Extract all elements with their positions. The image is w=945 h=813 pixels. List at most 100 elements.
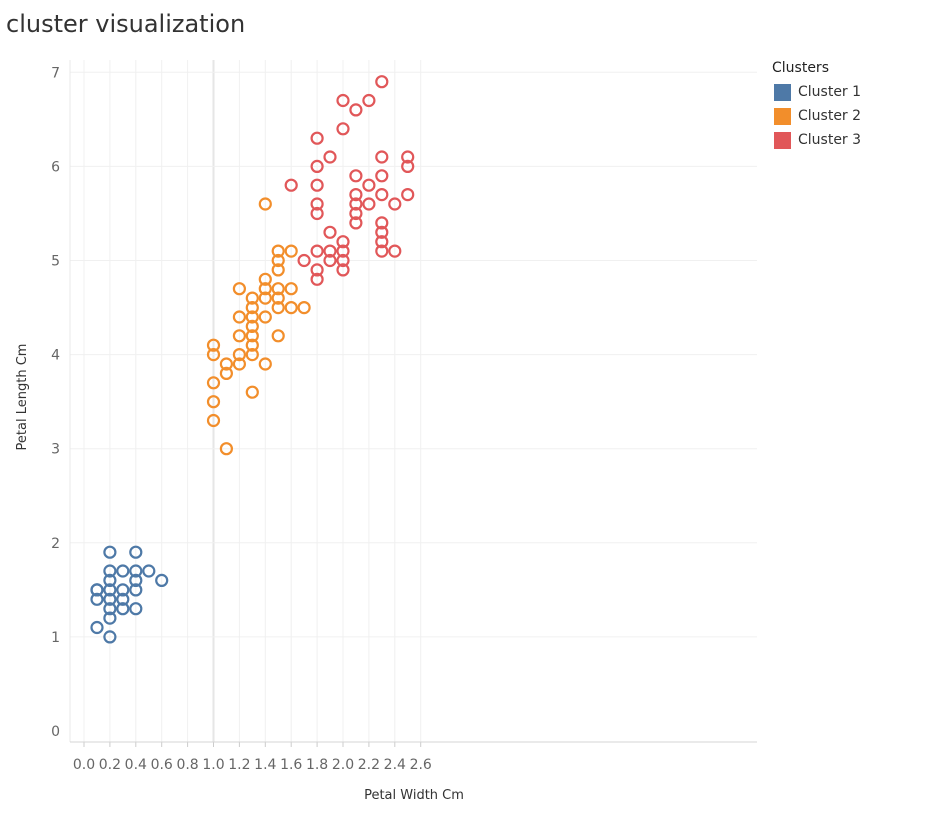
data-point[interactable] xyxy=(375,150,389,164)
data-point[interactable] xyxy=(375,75,389,89)
data-point[interactable] xyxy=(323,244,337,258)
data-point[interactable] xyxy=(258,310,272,324)
data-point[interactable] xyxy=(129,583,143,597)
data-point[interactable] xyxy=(142,564,156,578)
data-point[interactable] xyxy=(116,592,130,606)
data-point[interactable] xyxy=(245,291,259,305)
data-point[interactable] xyxy=(103,592,117,606)
data-point[interactable] xyxy=(103,611,117,625)
data-point[interactable] xyxy=(206,413,221,428)
data-point[interactable] xyxy=(401,159,415,173)
data-point[interactable] xyxy=(388,197,402,211)
data-point[interactable] xyxy=(258,357,272,371)
data-point[interactable] xyxy=(90,620,104,635)
data-point[interactable] xyxy=(271,253,285,268)
data-point[interactable] xyxy=(116,564,130,578)
data-point[interactable] xyxy=(401,188,415,202)
data-point[interactable] xyxy=(375,216,389,230)
data-point[interactable] xyxy=(297,301,311,315)
data-point[interactable] xyxy=(362,178,376,192)
legend-item-cluster-1[interactable]: Cluster 1 xyxy=(772,80,861,104)
data-point[interactable] xyxy=(116,602,130,616)
data-point[interactable] xyxy=(103,545,117,559)
data-point[interactable] xyxy=(271,291,285,305)
data-point[interactable] xyxy=(116,583,130,597)
data-point[interactable] xyxy=(129,602,143,616)
data-point[interactable] xyxy=(310,131,324,145)
data-point[interactable] xyxy=(388,244,402,258)
data-point[interactable] xyxy=(349,169,363,183)
legend-item-cluster-3[interactable]: Cluster 3 xyxy=(772,128,861,152)
data-point[interactable] xyxy=(336,263,350,277)
data-point[interactable] xyxy=(349,206,363,221)
data-point[interactable] xyxy=(245,385,259,399)
data-point[interactable] xyxy=(401,150,415,164)
data-point[interactable] xyxy=(206,348,221,362)
data-point[interactable] xyxy=(271,329,285,343)
data-point[interactable] xyxy=(206,376,221,390)
data-point[interactable] xyxy=(310,159,324,173)
data-point[interactable] xyxy=(310,272,324,286)
data-point[interactable] xyxy=(155,573,169,588)
data-point[interactable] xyxy=(245,329,259,343)
data-point[interactable] xyxy=(206,338,221,352)
data-point[interactable] xyxy=(336,93,350,108)
data-point[interactable] xyxy=(375,235,389,249)
data-point[interactable] xyxy=(271,244,285,258)
data-point[interactable] xyxy=(258,282,272,296)
data-point[interactable] xyxy=(362,93,376,108)
data-point[interactable] xyxy=(258,197,272,211)
data-point[interactable] xyxy=(310,178,324,192)
data-point[interactable] xyxy=(245,319,259,333)
data-point[interactable] xyxy=(336,244,350,258)
data-point[interactable] xyxy=(219,442,233,456)
data-point[interactable] xyxy=(258,272,272,286)
data-point[interactable] xyxy=(245,301,259,315)
data-point[interactable] xyxy=(245,348,259,362)
data-point[interactable] xyxy=(349,103,363,117)
data-point[interactable] xyxy=(232,310,246,324)
data-point[interactable] xyxy=(90,592,104,606)
data-point[interactable] xyxy=(310,244,324,258)
data-point[interactable] xyxy=(258,291,272,305)
data-point[interactable] xyxy=(103,602,117,616)
data-point[interactable] xyxy=(103,583,117,597)
data-point[interactable] xyxy=(271,301,285,315)
data-point[interactable] xyxy=(129,573,143,588)
data-point[interactable] xyxy=(297,253,311,268)
data-point[interactable] xyxy=(129,564,143,578)
data-point[interactable] xyxy=(375,169,389,183)
data-point[interactable] xyxy=(232,329,246,343)
data-point[interactable] xyxy=(129,545,143,559)
data-point[interactable] xyxy=(90,583,104,597)
data-point[interactable] xyxy=(323,225,337,239)
data-point[interactable] xyxy=(232,348,246,362)
data-point[interactable] xyxy=(336,253,350,268)
data-point[interactable] xyxy=(323,253,337,268)
data-point[interactable] xyxy=(310,263,324,277)
data-point[interactable] xyxy=(310,206,324,221)
data-point[interactable] xyxy=(362,197,376,211)
data-point[interactable] xyxy=(336,235,350,249)
data-point[interactable] xyxy=(232,282,246,296)
data-point[interactable] xyxy=(103,564,117,578)
data-point[interactable] xyxy=(310,197,324,211)
data-point[interactable] xyxy=(375,244,389,258)
data-point[interactable] xyxy=(206,395,221,409)
data-point[interactable] xyxy=(349,188,363,202)
data-point[interactable] xyxy=(349,216,363,230)
data-point[interactable] xyxy=(284,282,298,296)
data-point[interactable] xyxy=(271,263,285,277)
data-point[interactable] xyxy=(375,225,389,239)
data-point[interactable] xyxy=(284,244,298,258)
data-point[interactable] xyxy=(103,573,117,588)
data-point[interactable] xyxy=(323,150,337,164)
data-point[interactable] xyxy=(232,357,246,371)
data-point[interactable] xyxy=(245,338,259,352)
data-point[interactable] xyxy=(219,357,233,371)
data-point[interactable] xyxy=(103,630,117,644)
data-point[interactable] xyxy=(375,188,389,202)
data-point[interactable] xyxy=(284,178,298,192)
legend-item-cluster-2[interactable]: Cluster 2 xyxy=(772,104,861,128)
data-point[interactable] xyxy=(349,197,363,211)
